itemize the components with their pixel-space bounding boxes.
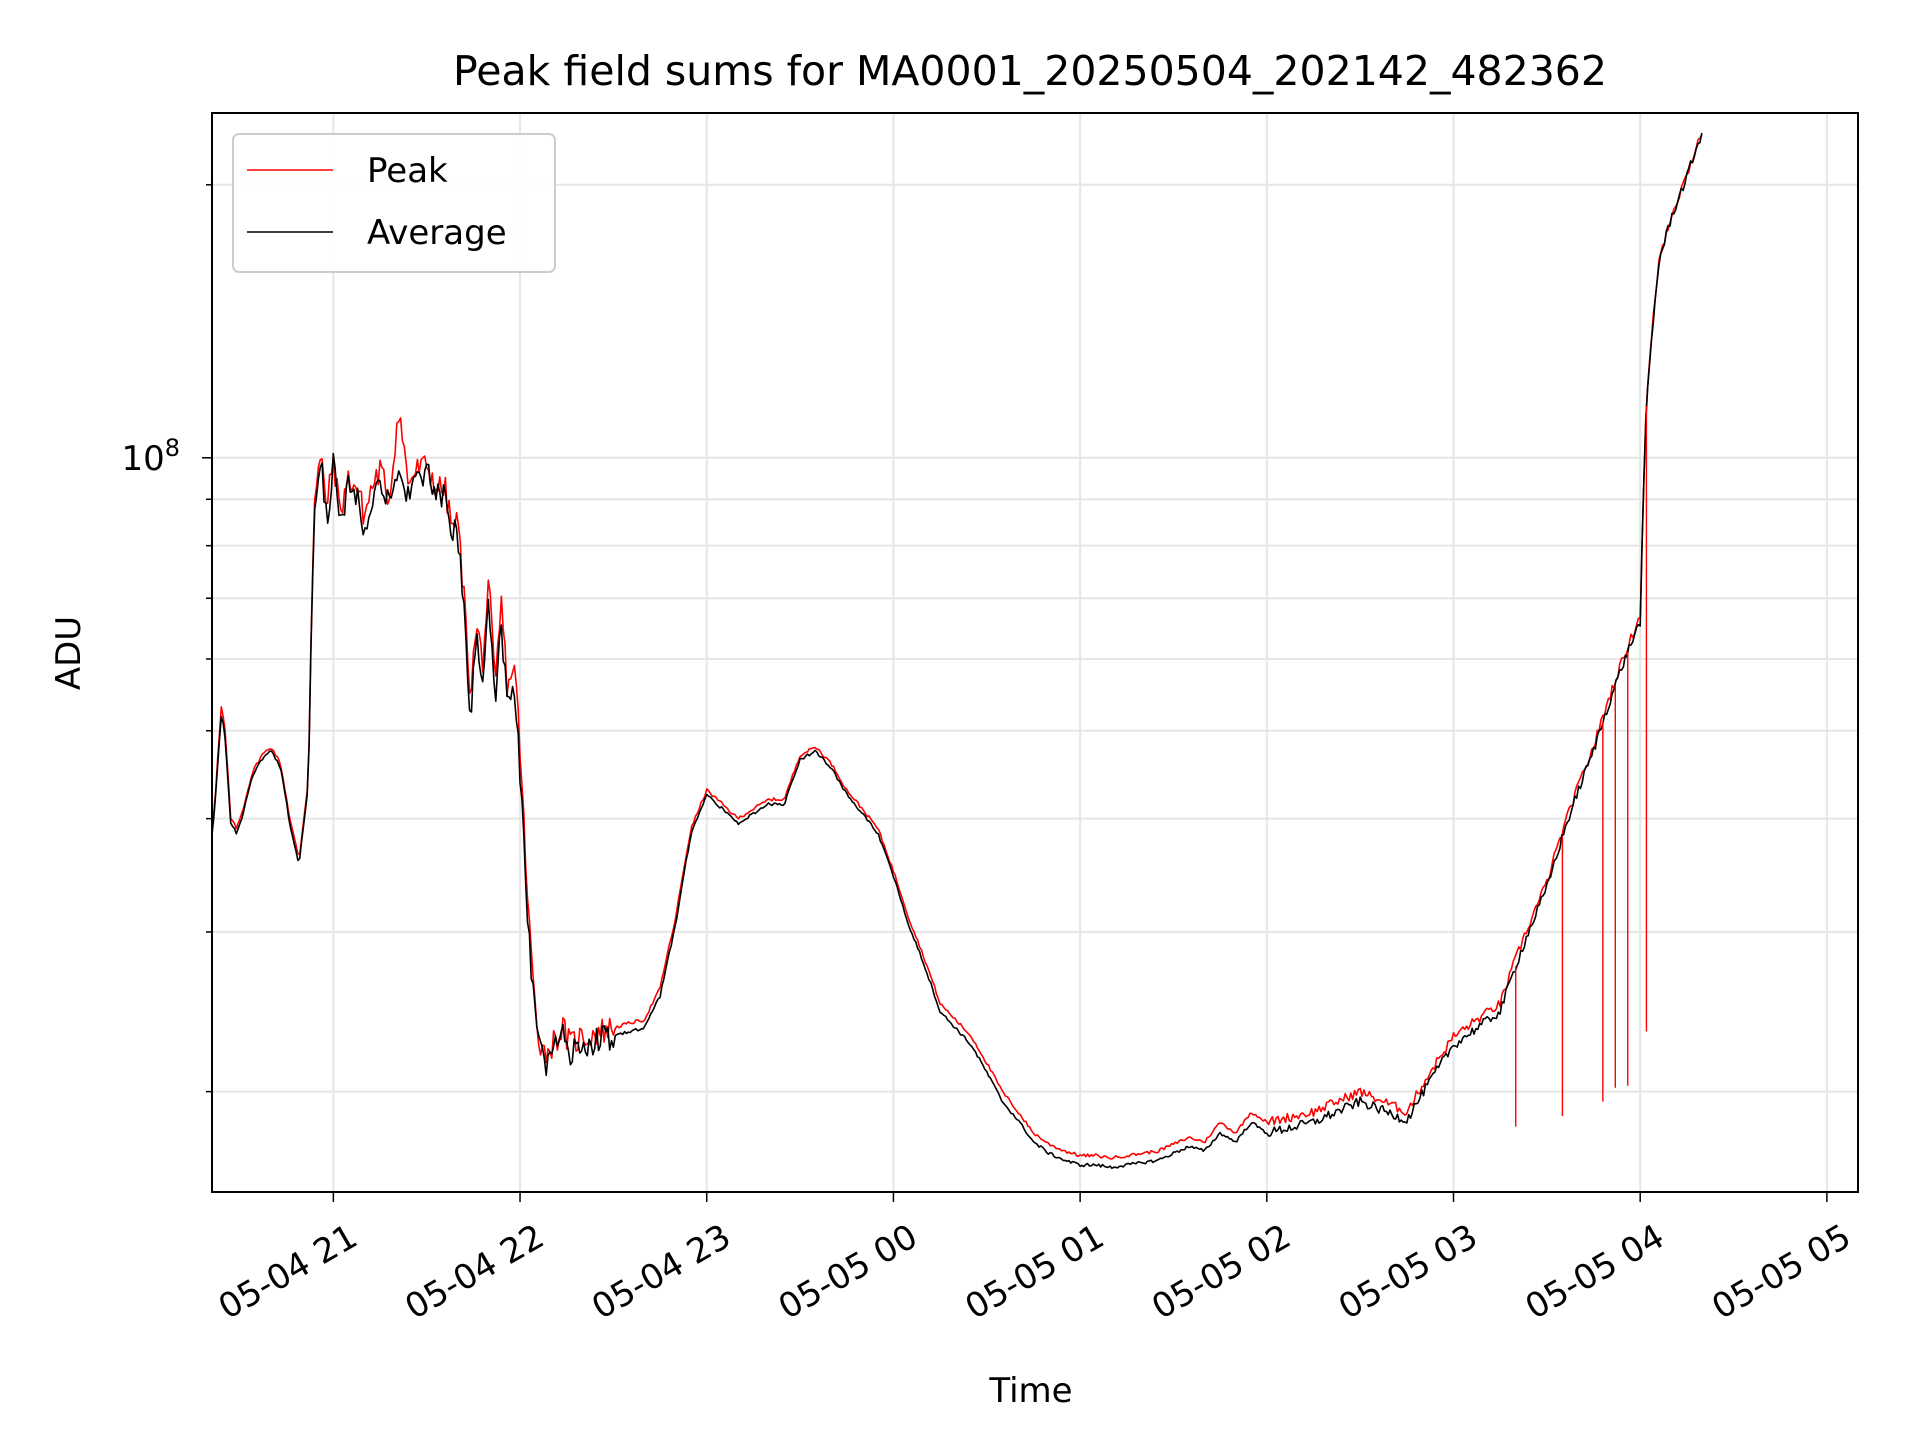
- legend-box: [232, 133, 556, 273]
- chart-title: Peak field sums for MA0001_20250504_2021…: [453, 47, 1607, 95]
- x-axis-label: Time: [988, 1371, 1072, 1411]
- series-average-line: [211, 132, 1703, 1170]
- grid: [212, 113, 1858, 1192]
- plot-area: [211, 132, 1703, 1170]
- y-tick-label: 108: [121, 434, 180, 479]
- plot-frame: [211, 112, 1859, 1193]
- legend-average-label: Average: [367, 213, 507, 253]
- legend-peak-label: Peak: [367, 151, 448, 191]
- legend: Peak Average: [232, 133, 556, 273]
- y-axis-label: ADU: [49, 616, 89, 690]
- series-peak-line: [211, 134, 1703, 1160]
